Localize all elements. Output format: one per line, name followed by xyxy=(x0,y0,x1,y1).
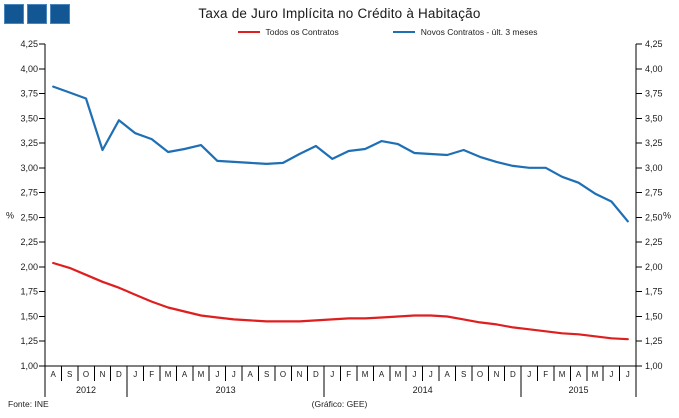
y-tick-label-right: 2,50 xyxy=(645,212,663,222)
legend-item: Novos Contratos - últ. 3 meses xyxy=(392,27,538,37)
month-label: J xyxy=(215,370,219,379)
y-tick-label-right: 3,75 xyxy=(645,89,663,99)
series-line-todos-os-contratos xyxy=(52,261,629,341)
month-label: O xyxy=(83,370,89,379)
month-label: D xyxy=(116,370,122,379)
legend-label: Todos os Contratos xyxy=(265,27,339,37)
y-tick-label-right: 4,25 xyxy=(645,39,663,49)
series-line-novos-contratos-lt-3-meses xyxy=(52,85,629,223)
y-tick-label-right: 3,25 xyxy=(645,138,663,148)
month-label: D xyxy=(313,370,319,379)
y-tick-label-left: 3,50 xyxy=(20,113,38,123)
legend-swatch xyxy=(392,30,415,34)
month-label: N xyxy=(100,370,106,379)
month-label: F xyxy=(149,370,154,379)
y-tick-label-right: 1,75 xyxy=(645,287,663,297)
y-tick-label-right: 1,00 xyxy=(645,361,663,371)
year-label: 2012 xyxy=(76,385,96,395)
month-label: N xyxy=(297,370,303,379)
month-label: J xyxy=(232,370,236,379)
month-label: M xyxy=(592,370,599,379)
month-label: J xyxy=(527,370,531,379)
month-label: A xyxy=(248,370,254,379)
y-tick-label-right: 1,25 xyxy=(645,336,663,346)
y-tick-label-left: 2,00 xyxy=(20,262,38,272)
month-label: F xyxy=(346,370,351,379)
year-label: 2015 xyxy=(569,385,589,395)
y-tick-label-left: 4,25 xyxy=(20,39,38,49)
y-tick-label-right: 3,50 xyxy=(645,113,663,123)
month-label: S xyxy=(461,370,466,379)
logo-square xyxy=(50,4,70,24)
y-tick-label-right: 3,00 xyxy=(645,163,663,173)
month-label: J xyxy=(330,370,334,379)
y-tick-label-left: 3,00 xyxy=(20,163,38,173)
source-note: Fonte: INE xyxy=(8,399,49,409)
y-tick-label-left: 2,50 xyxy=(20,212,38,222)
month-label: A xyxy=(379,370,385,379)
y-tick-label-right: 1,50 xyxy=(645,311,663,321)
month-label: J xyxy=(412,370,416,379)
y-tick-label-left: 1,50 xyxy=(20,311,38,321)
y-tick-label-left: 3,25 xyxy=(20,138,38,148)
month-label: A xyxy=(445,370,451,379)
month-label: F xyxy=(543,370,548,379)
y-axis-unit-right: % xyxy=(663,210,671,220)
legend-label: Novos Contratos - últ. 3 meses xyxy=(420,27,538,37)
chart-title: Taxa de Juro Implícita no Crédito à Habi… xyxy=(198,6,481,21)
month-label: A xyxy=(51,370,57,379)
month-label: J xyxy=(609,370,613,379)
month-label: A xyxy=(182,370,188,379)
month-label: M xyxy=(559,370,566,379)
month-label: A xyxy=(576,370,582,379)
year-label: 2014 xyxy=(413,385,433,395)
month-label: D xyxy=(510,370,516,379)
month-label: J xyxy=(133,370,137,379)
y-tick-label-left: 3,75 xyxy=(20,89,38,99)
y-axis-unit-left: % xyxy=(6,210,14,220)
month-label: M xyxy=(395,370,402,379)
legend: Todos os Contratos Novos Contratos - últ.… xyxy=(48,27,679,37)
y-tick-label-right: 2,00 xyxy=(645,262,663,272)
y-tick-label-right: 4,00 xyxy=(645,64,663,74)
y-tick-label-left: 1,25 xyxy=(20,336,38,346)
year-label: 2013 xyxy=(216,385,236,395)
month-label: O xyxy=(280,370,286,379)
y-tick-label-left: 1,75 xyxy=(20,287,38,297)
month-label: M xyxy=(198,370,205,379)
month-label: M xyxy=(165,370,172,379)
y-tick-label-left: 2,75 xyxy=(20,188,38,198)
y-tick-label-right: 2,25 xyxy=(645,237,663,247)
y-tick-label-left: 2,25 xyxy=(20,237,38,247)
y-tick-label-right: 2,75 xyxy=(645,188,663,198)
month-label: S xyxy=(67,370,72,379)
legend-swatch xyxy=(237,30,260,34)
legend-item: Todos os Contratos xyxy=(237,27,339,37)
month-label: N xyxy=(494,370,500,379)
month-label: S xyxy=(264,370,269,379)
logo-square xyxy=(4,4,24,24)
month-label: M xyxy=(362,370,369,379)
month-label: O xyxy=(477,370,483,379)
y-tick-label-left: 4,00 xyxy=(20,64,38,74)
month-label: J xyxy=(626,370,630,379)
logo xyxy=(4,4,70,24)
logo-square xyxy=(27,4,47,24)
y-tick-label-left: 1,00 xyxy=(20,361,38,371)
credit-note: (Gráfico: GEE) xyxy=(311,399,368,409)
month-label: J xyxy=(429,370,433,379)
